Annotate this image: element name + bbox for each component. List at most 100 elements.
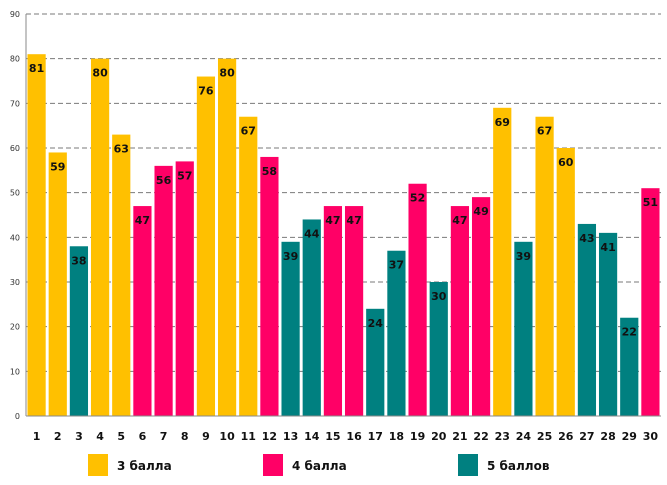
data-label-2: 59	[50, 160, 65, 173]
data-label-1: 81	[29, 62, 44, 75]
bar-19	[408, 183, 427, 416]
legend: 3 балла 4 балла 5 баллов	[88, 454, 550, 476]
x-tick-label-5: 5	[117, 430, 125, 443]
data-label-7: 56	[156, 174, 172, 187]
x-tick-label-12: 12	[262, 430, 277, 443]
data-label-30: 51	[643, 196, 658, 209]
y-tick-label: 30	[10, 278, 20, 287]
y-tick-label: 10	[10, 367, 20, 376]
x-tick-label-15: 15	[325, 430, 340, 443]
bar-4	[90, 58, 110, 417]
x-tick-label-6: 6	[139, 430, 147, 443]
bar-10	[217, 58, 237, 417]
data-label-24: 39	[516, 250, 531, 263]
bar-28	[598, 232, 618, 416]
x-tick-label-10: 10	[219, 430, 235, 443]
bar-2	[48, 152, 67, 416]
legend-swatch-2	[263, 454, 283, 476]
data-label-22: 49	[473, 205, 488, 218]
bar-29	[620, 317, 639, 416]
x-tick-label-29: 29	[622, 430, 637, 443]
legend-label-3: 5 баллов	[487, 459, 550, 473]
data-label-13: 39	[283, 250, 298, 263]
y-axis-ticks: 0 10 20 30 40 50 60 70 80 90	[10, 10, 20, 421]
bar-30	[641, 188, 660, 416]
gridlines	[26, 13, 661, 372]
legend-swatch-1	[88, 454, 108, 476]
bar-23	[493, 107, 512, 417]
y-tick-label: 40	[10, 233, 20, 242]
bar-21	[450, 206, 470, 416]
x-tick-label-19: 19	[410, 430, 425, 443]
x-tick-label-2: 2	[54, 430, 62, 443]
bar-3	[69, 246, 89, 416]
x-tick-label-18: 18	[389, 430, 404, 443]
x-tick-label-7: 7	[160, 430, 168, 443]
x-tick-label-14: 14	[304, 430, 320, 443]
data-label-29: 22	[622, 326, 637, 339]
data-label-5: 63	[114, 143, 129, 156]
data-label-4: 80	[92, 67, 108, 80]
bar-13	[281, 241, 300, 416]
bar-9	[196, 76, 216, 417]
x-tick-label-22: 22	[473, 430, 488, 443]
x-tick-label-13: 13	[283, 430, 298, 443]
data-label-3: 38	[71, 254, 86, 267]
data-label-27: 43	[579, 232, 594, 245]
x-tick-label-26: 26	[558, 430, 574, 443]
x-tick-label-3: 3	[75, 430, 83, 443]
x-axis-ticks: 1 2 3 4 5 6 7 8 9 10 11 12 13 14 15 16 17 18 19 20 21 22 23 24 2…	[33, 430, 659, 443]
bar-24	[514, 241, 533, 416]
bar-11	[239, 116, 258, 416]
bars	[27, 54, 660, 417]
bar-1	[27, 54, 46, 416]
bar-25	[535, 116, 554, 416]
x-tick-label-25: 25	[537, 430, 552, 443]
data-label-9: 76	[198, 85, 214, 98]
x-tick-label-20: 20	[431, 430, 447, 443]
data-label-11: 67	[241, 125, 256, 138]
y-tick-label: 80	[10, 55, 20, 64]
data-label-28: 41	[600, 241, 615, 254]
x-tick-label-11: 11	[241, 430, 256, 443]
x-tick-label-24: 24	[516, 430, 532, 443]
x-tick-label-8: 8	[181, 430, 189, 443]
data-label-16: 47	[346, 214, 361, 227]
y-tick-label: 70	[10, 99, 20, 108]
y-tick-label: 20	[10, 323, 20, 332]
bar-7	[154, 165, 173, 416]
bar-12	[260, 156, 279, 416]
data-label-18: 37	[389, 259, 404, 272]
legend-label-2: 4 балла	[292, 459, 347, 473]
data-label-21: 47	[452, 214, 467, 227]
data-label-19: 52	[410, 192, 425, 205]
bar-6	[133, 206, 152, 416]
data-label-8: 57	[177, 169, 192, 182]
bar-16	[344, 206, 364, 416]
data-label-6: 47	[135, 214, 150, 227]
data-label-12: 58	[262, 165, 277, 178]
y-tick-label: 90	[10, 10, 20, 19]
y-tick-label: 50	[10, 189, 20, 198]
bar-14	[302, 219, 321, 416]
x-tick-label-16: 16	[346, 430, 362, 443]
x-tick-label-4: 4	[96, 430, 104, 443]
x-tick-label-23: 23	[495, 430, 510, 443]
bar-8	[175, 161, 194, 416]
x-tick-label-30: 30	[643, 430, 659, 443]
data-label-20: 30	[431, 290, 447, 303]
x-tick-label-17: 17	[368, 430, 383, 443]
bar-27	[577, 223, 597, 416]
data-label-15: 47	[325, 214, 340, 227]
data-label-25: 67	[537, 125, 552, 138]
data-label-10: 80	[219, 67, 235, 80]
bar-15	[323, 206, 343, 416]
bar-20	[429, 282, 448, 416]
bar-18	[387, 250, 406, 416]
y-tick-label: 60	[10, 144, 20, 153]
bar-5	[112, 134, 131, 416]
bar-17	[366, 308, 385, 416]
x-tick-label-27: 27	[579, 430, 594, 443]
x-tick-label-9: 9	[202, 430, 210, 443]
bar-26	[556, 148, 575, 416]
